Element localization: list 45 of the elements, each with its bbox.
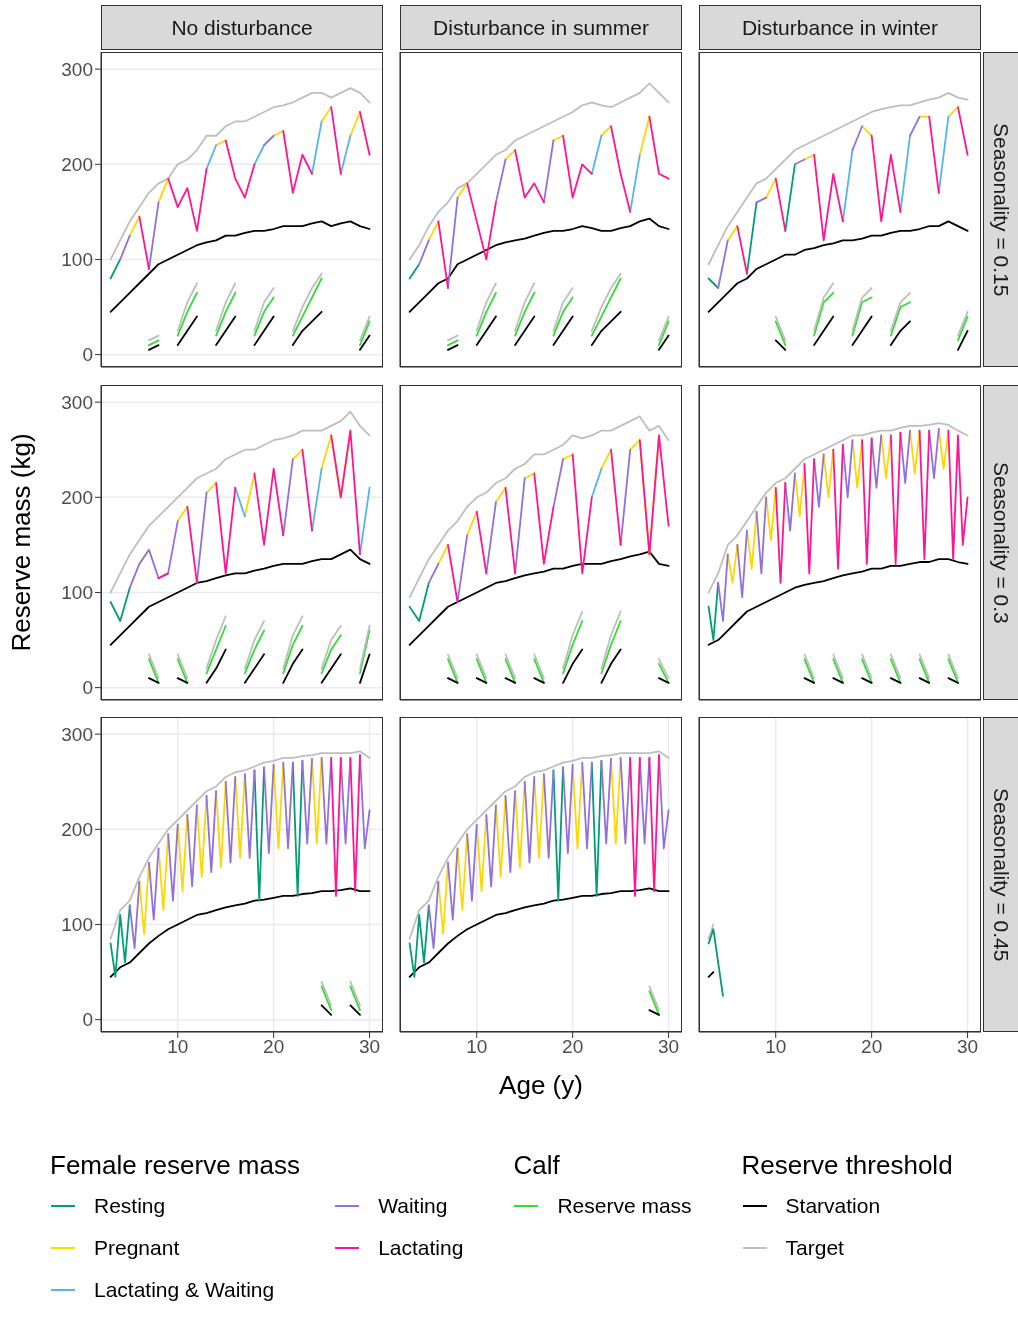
x-tick-label: 10 xyxy=(765,1036,787,1058)
text: Seasonality = 0.15 xyxy=(983,52,1018,367)
x-tick-label: 20 xyxy=(263,1036,285,1058)
legend-label: Resting xyxy=(94,1194,166,1218)
y-tick-label: 100 xyxy=(61,914,93,936)
legend-label: Lactating & Waiting xyxy=(94,1278,275,1302)
text: Seasonality = 0.45 xyxy=(983,717,1018,1032)
x-tick-label: 20 xyxy=(861,1036,883,1058)
text: Seasonality = 0.3 xyxy=(983,385,1018,700)
legend-label: Pregnant xyxy=(94,1236,180,1260)
legend-label: Waiting xyxy=(378,1194,448,1218)
chart-title: Disturbance in summer xyxy=(400,5,682,50)
x-tick-label: 30 xyxy=(658,1036,680,1058)
line-series xyxy=(109,410,371,594)
y-tick-label: 100 xyxy=(61,249,93,271)
legend-label: Reserve mass xyxy=(557,1194,692,1218)
y-tick-label: 0 xyxy=(82,344,93,366)
x-tick-label: 30 xyxy=(359,1036,381,1058)
x-tick-label: 30 xyxy=(957,1036,979,1058)
legend-label: Lactating xyxy=(378,1236,464,1260)
x-tick-label: 10 xyxy=(167,1036,189,1058)
chart-title: Disturbance in winter xyxy=(699,5,981,50)
chart-title: No disturbance xyxy=(101,5,383,50)
x-axis-title: Age (y) xyxy=(498,1070,584,1101)
y-tick-label: 200 xyxy=(61,819,93,841)
y-tick-label: 300 xyxy=(61,58,93,80)
legend-title: Reserve threshold xyxy=(741,1150,953,1181)
y-tick-label: 0 xyxy=(82,1009,93,1031)
legend-label: Target xyxy=(785,1236,844,1260)
y-tick-label: 200 xyxy=(61,154,93,176)
y-tick-label: 200 xyxy=(61,487,93,509)
y-tick-label: 100 xyxy=(61,582,93,604)
x-tick-label: 20 xyxy=(562,1036,584,1058)
legend-title: Calf xyxy=(513,1150,561,1181)
line-series xyxy=(109,87,371,261)
y-tick-label: 300 xyxy=(61,723,93,745)
y-axis-title: Reserve mass (kg) xyxy=(5,433,37,652)
y-tick-label: 300 xyxy=(61,391,93,413)
line-series xyxy=(109,548,371,646)
y-tick-label: 0 xyxy=(82,677,93,699)
x-tick-label: 10 xyxy=(466,1036,488,1058)
legend-title: Female reserve mass xyxy=(50,1150,301,1181)
legend-label: Starvation xyxy=(785,1194,881,1218)
line-series xyxy=(109,887,371,978)
line-series xyxy=(109,220,371,313)
